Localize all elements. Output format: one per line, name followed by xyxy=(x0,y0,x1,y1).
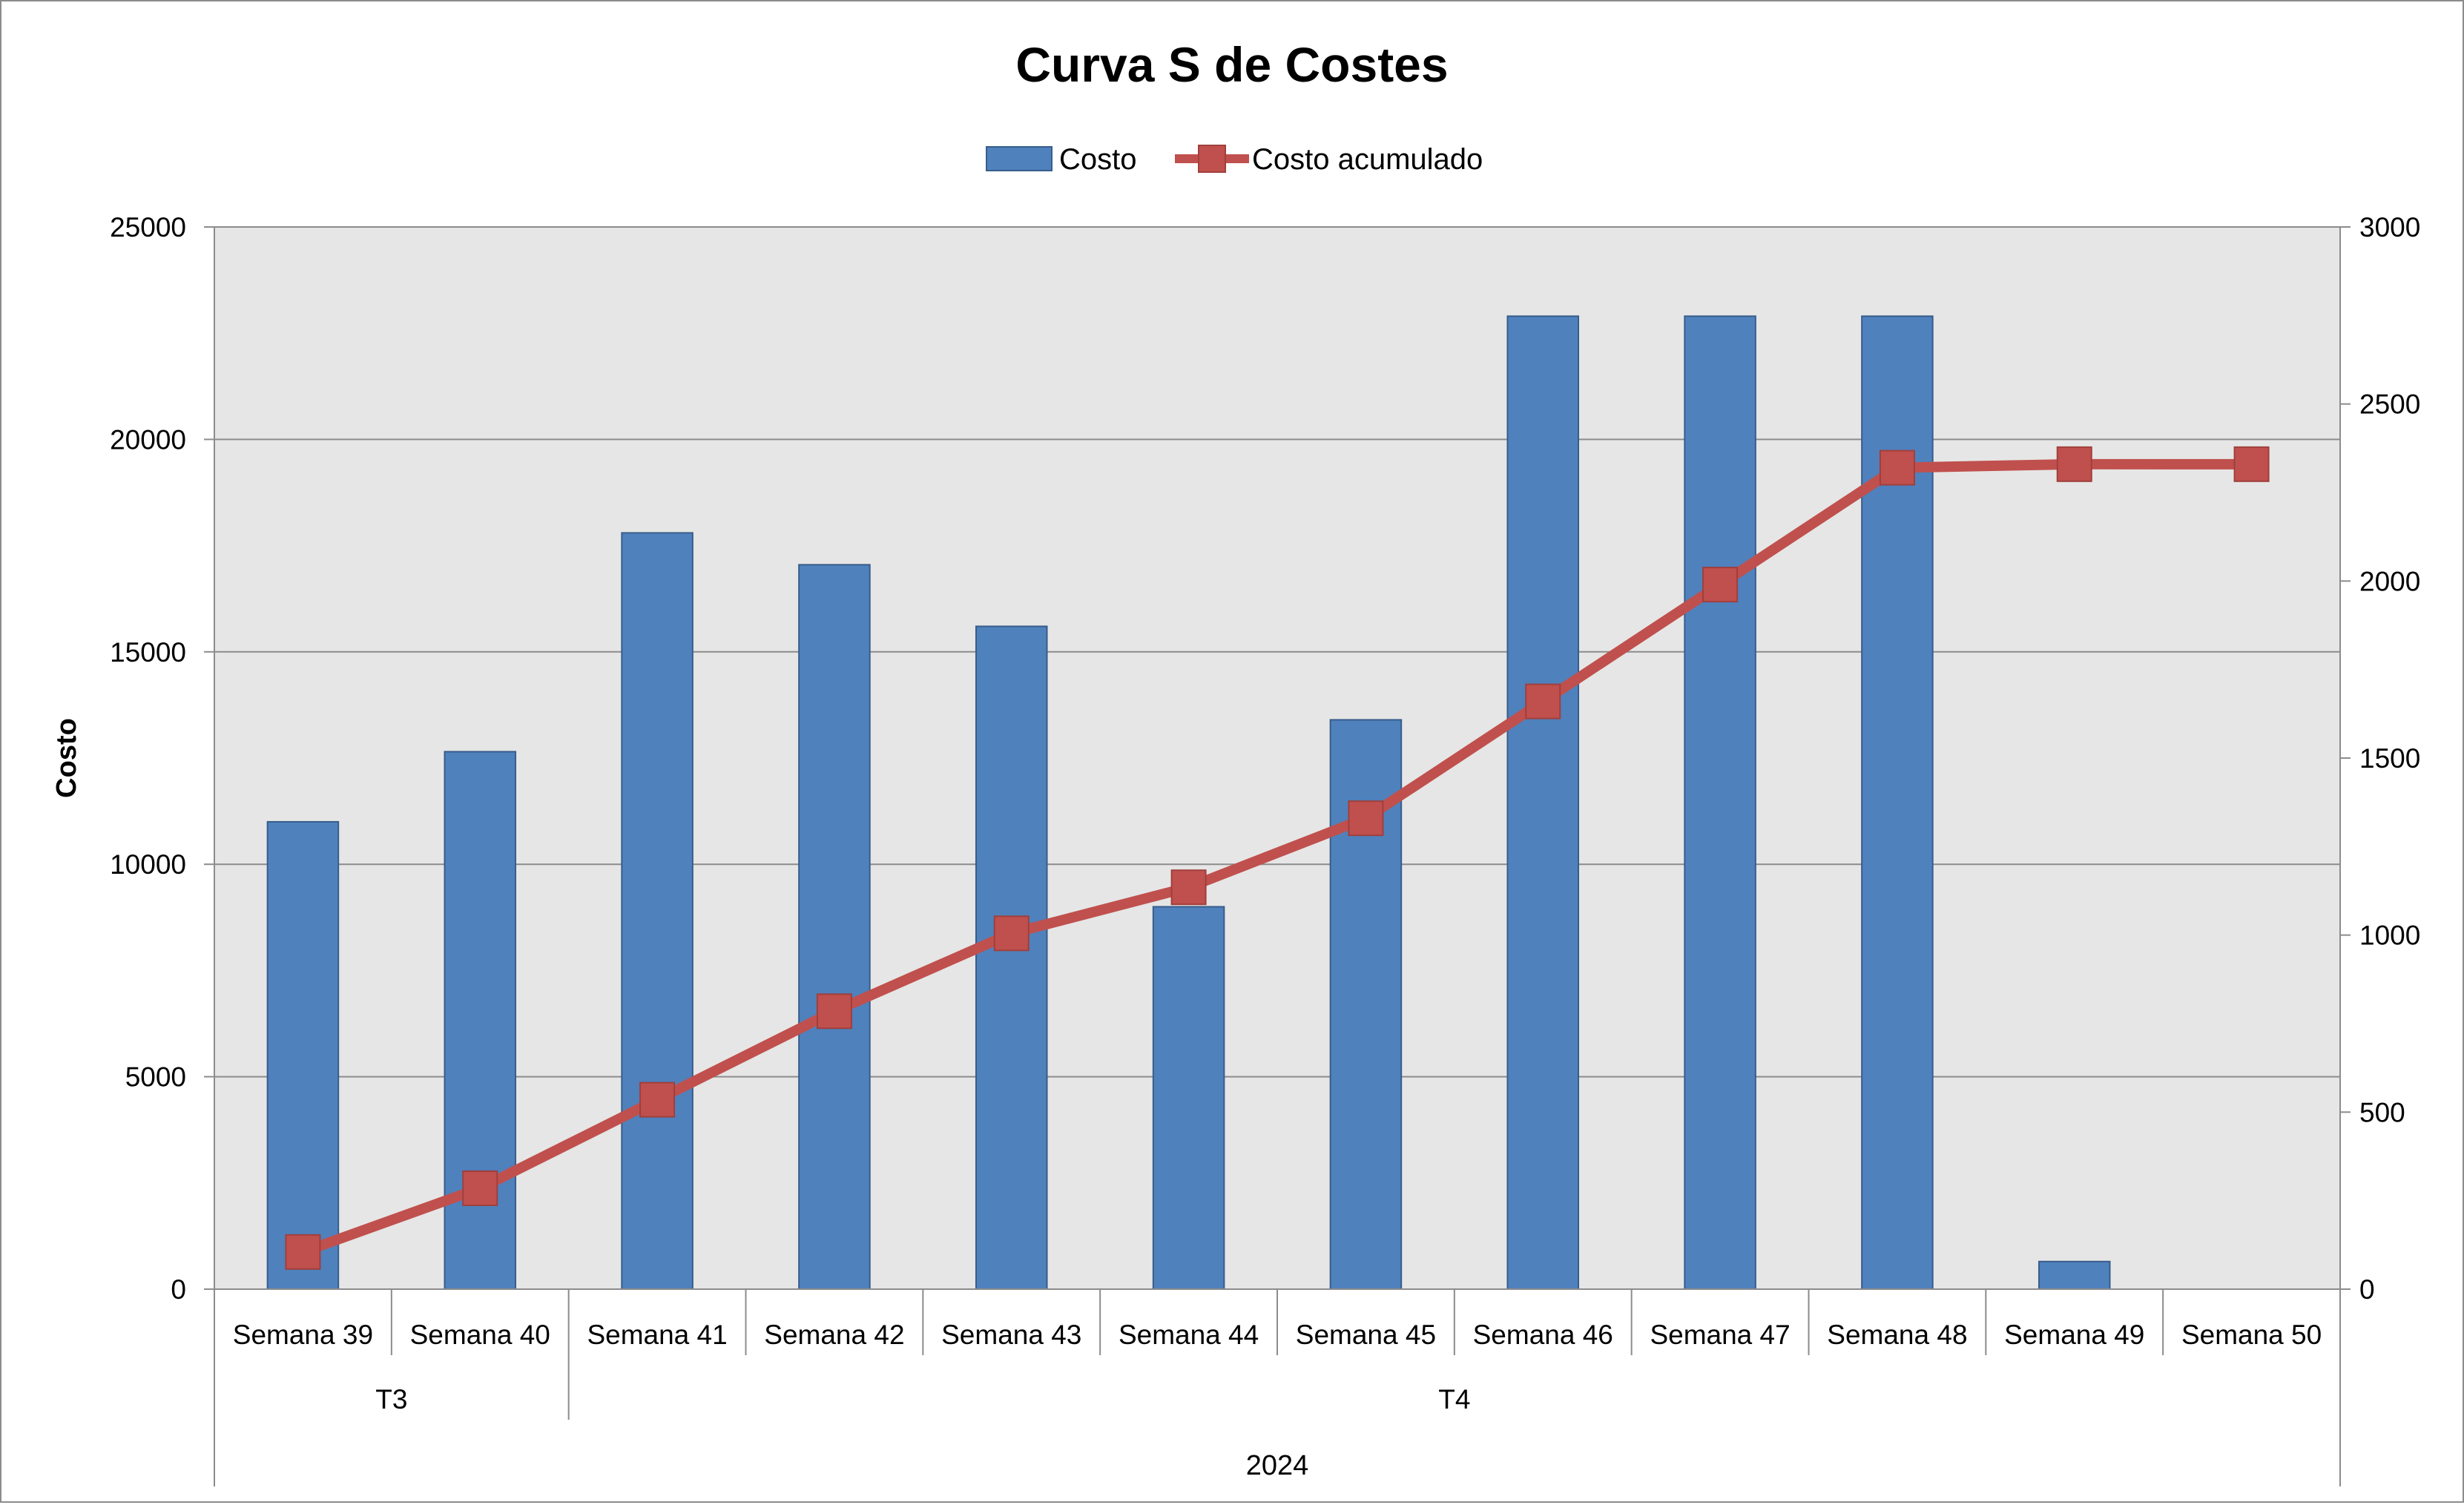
y2-tick-labels: 0 500 1000 1500 2000 2500 3000 xyxy=(2359,212,2420,1305)
bar-11 xyxy=(2038,1260,2111,1290)
legend-label-costo-acumulado: Costo acumulado xyxy=(1252,143,1483,176)
x-tick-label-10: Semana 48 xyxy=(1827,1320,1967,1350)
x-tick-labels: Semana 39 Semana 40 Semana 41 Semana 42 Sema… xyxy=(233,1320,2322,1350)
x-tick-label-7: Semana 45 xyxy=(1296,1320,1436,1350)
gridlines xyxy=(214,226,2340,1078)
y2-tick-label-2500: 2500 xyxy=(2359,389,2420,420)
x-tick-label-4: Semana 42 xyxy=(764,1320,904,1350)
bar-4 xyxy=(798,564,871,1290)
x-tick-label-12: Semana 50 xyxy=(2181,1320,2322,1350)
cumulative-marker-5 xyxy=(993,915,1030,952)
x-tick-label-6: Semana 44 xyxy=(1119,1320,1259,1350)
cumulative-marker-11 xyxy=(2056,446,2092,482)
y-axis-title: Costo xyxy=(51,718,82,798)
group-labels: T3 T4 xyxy=(375,1384,1470,1415)
legend-swatch-costo xyxy=(986,146,1053,171)
bar-5 xyxy=(975,625,1048,1290)
cumulative-marker-10 xyxy=(1879,449,1915,486)
cumulative-marker-9 xyxy=(1702,567,1739,603)
bar-2 xyxy=(444,751,517,1290)
y2-tick-label-500: 500 xyxy=(2359,1097,2405,1127)
y-tick-label-20000: 20000 xyxy=(110,424,186,455)
y2-tick-label-0: 0 xyxy=(2359,1274,2375,1305)
bar-8 xyxy=(1506,315,1580,1291)
bar-6 xyxy=(1152,906,1225,1290)
axes xyxy=(204,226,2351,1486)
chart-title: Curva S de Costes xyxy=(1015,37,1448,92)
x-tick-label-1: Semana 39 xyxy=(233,1320,373,1350)
bar-9 xyxy=(1684,315,1756,1291)
y-tick-label-25000: 25000 xyxy=(110,212,186,243)
x-tick-label-11: Semana 49 xyxy=(2004,1320,2144,1350)
y2-tick-label-2000: 2000 xyxy=(2359,566,2420,596)
y-tick-labels: 0 5000 10000 15000 20000 25000 xyxy=(110,212,186,1305)
legend-label-costo: Costo xyxy=(1059,143,1137,176)
y2-tick-label-1500: 1500 xyxy=(2359,743,2420,774)
y-tick-label-10000: 10000 xyxy=(110,849,186,880)
x-tick-label-2: Semana 40 xyxy=(410,1320,550,1350)
x-tick-label-8: Semana 46 xyxy=(1473,1320,1613,1350)
cumulative-marker-3 xyxy=(639,1081,676,1118)
y2-tick-label-3000: 3000 xyxy=(2359,212,2420,243)
y-tick-label-15000: 15000 xyxy=(110,637,186,668)
bar-3 xyxy=(621,532,694,1290)
legend-marker-costo-acumulado xyxy=(1198,145,1226,173)
y-tick-label-0: 0 xyxy=(171,1274,186,1305)
cumulative-marker-2 xyxy=(462,1170,498,1206)
cumulative-marker-8 xyxy=(1525,683,1561,719)
line-series xyxy=(285,446,2270,1270)
y-tick-label-5000: 5000 xyxy=(125,1062,186,1093)
cumulative-marker-6 xyxy=(1170,869,1207,906)
cumulative-marker-4 xyxy=(816,993,852,1030)
cumulative-marker-1 xyxy=(285,1234,321,1270)
cumulative-cost-line xyxy=(301,458,2252,1257)
y2-tick-label-1000: 1000 xyxy=(2359,921,2420,951)
group-label-2: T4 xyxy=(1438,1384,1470,1415)
x-tick-label-9: Semana 47 xyxy=(1650,1320,1790,1350)
legend: Costo Costo acumulado xyxy=(986,143,1483,176)
year-label: 2024 xyxy=(1246,1450,1309,1481)
bar-1 xyxy=(266,820,340,1291)
cumulative-marker-12 xyxy=(2233,446,2270,482)
cumulative-marker-7 xyxy=(1348,800,1384,837)
group-label-1: T3 xyxy=(375,1384,407,1415)
x-tick-label-5: Semana 43 xyxy=(941,1320,1081,1350)
x-tick-label-3: Semana 41 xyxy=(587,1320,727,1350)
plot-area xyxy=(214,227,2340,1289)
